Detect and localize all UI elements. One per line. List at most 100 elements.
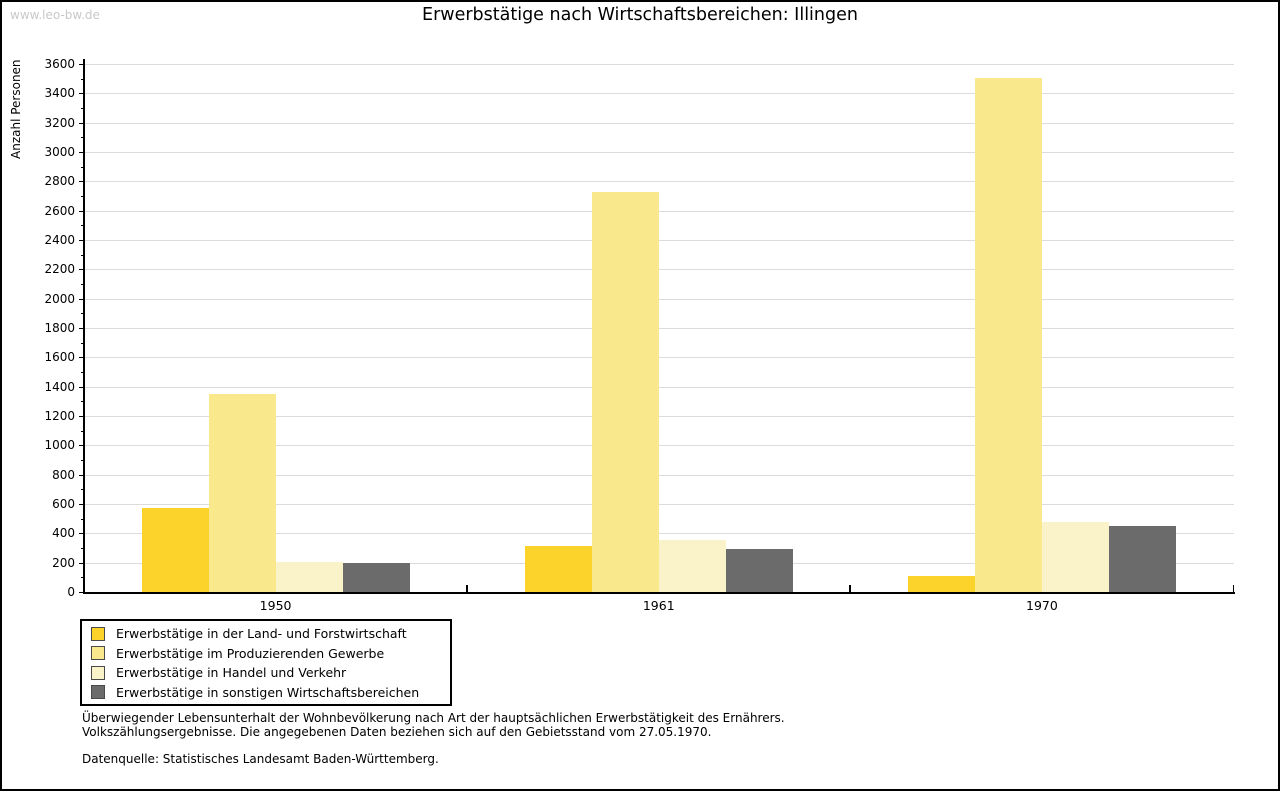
y-axis-tick-0	[79, 592, 84, 593]
y-axis-minor-tick-700	[81, 489, 84, 491]
y-axis-minor-tick-1500	[81, 372, 84, 373]
x-axis-boundary-tick-1	[466, 585, 468, 592]
y-axis-tick-3600	[79, 64, 84, 65]
legend-swatch-handel-verkehr	[91, 665, 105, 680]
source-note: Datenquelle: Statistisches Landesamt Bad…	[82, 752, 439, 766]
bar-produzierendes-gewerbe-1950	[208, 394, 276, 592]
bar-land-forstwirtschaft-1961	[524, 545, 592, 592]
gridline-1000	[84, 445, 1234, 447]
y-axis-minor-tick-100	[81, 577, 84, 579]
bar-handel-verkehr-1970	[1041, 521, 1109, 592]
x-axis-boundary-tick-2	[849, 585, 851, 592]
x-tick-label-1961: 1961	[642, 598, 675, 613]
y-tick-label-1400: 1400	[44, 379, 75, 394]
x-tick-label-1950: 1950	[259, 598, 292, 613]
legend-label-sonstige-wirtschaftsbereiche: Erwerbstätige in sonstigen Wirtschaftsbe…	[116, 684, 420, 700]
y-axis-minor-tick-2500	[81, 225, 84, 227]
bar-sonstige-wirtschaftsbereiche-1950	[342, 562, 410, 592]
footnote-line-1: Überwiegender Lebensunterhalt der Wohnbe…	[82, 711, 785, 725]
y-axis-tick-1600	[79, 357, 84, 359]
y-axis-tick-2600	[79, 210, 84, 212]
bar-sonstige-wirtschaftsbereiche-1970	[1108, 526, 1176, 592]
gridline-800	[84, 474, 1234, 476]
gridline-2800	[84, 181, 1234, 183]
chart-title: Erwerbstätige nach Wirtschaftsbereichen:…	[422, 5, 858, 25]
y-axis-tick-3200	[79, 122, 84, 124]
y-tick-label-2400: 2400	[44, 233, 75, 247]
legend-item-handel-verkehr: Erwerbstätige in Handel und Verkehr	[82, 663, 450, 683]
bar-produzierendes-gewerbe-1961	[591, 191, 659, 592]
y-tick-label-2200: 2200	[44, 262, 75, 277]
y-axis-tick-3000	[79, 152, 84, 153]
y-axis-tick-2000	[79, 298, 84, 300]
gridline-3000	[84, 152, 1234, 153]
gridline-600	[84, 504, 1234, 505]
legend-swatch-produzierendes-gewerbe	[91, 646, 105, 661]
watermark: www.leo-bw.de	[10, 8, 100, 22]
y-axis-minor-tick-900	[81, 460, 84, 461]
y-axis-minor-tick-2300	[81, 254, 84, 256]
legend: Erwerbstätige in der Land- und Forstwirt…	[80, 619, 452, 706]
y-tick-label-3000: 3000	[44, 145, 75, 159]
y-axis-line	[83, 59, 85, 594]
gridline-2400	[84, 240, 1234, 241]
gridline-2200	[84, 269, 1234, 271]
legend-label-land-forstwirtschaft: Erwerbstätige in der Land- und Forstwirt…	[116, 626, 407, 642]
y-tick-label-200: 200	[52, 555, 75, 570]
y-axis-tick-400	[79, 533, 84, 535]
y-axis-minor-tick-1900	[81, 313, 84, 315]
legend-swatch-sonstige-wirtschaftsbereiche	[91, 685, 105, 700]
y-axis-tick-600	[79, 504, 84, 505]
y-tick-label-800: 800	[52, 467, 75, 482]
footnote-line-2: Volkszählungsergebnisse. Die angegebenen…	[82, 725, 712, 740]
legend-swatch-land-forstwirtschaft	[91, 626, 105, 641]
gridline-2000	[84, 298, 1234, 300]
y-axis-tick-200	[79, 562, 84, 564]
y-tick-label-2800: 2800	[44, 174, 75, 189]
footnote: Überwiegender Lebensunterhalt der Wohnbe…	[82, 711, 785, 740]
y-tick-label-600: 600	[52, 497, 75, 511]
y-axis-tick-2200	[79, 269, 84, 271]
y-axis-minor-tick-3100	[81, 137, 84, 139]
gridline-1800	[84, 328, 1234, 329]
y-axis-tick-2400	[79, 240, 84, 241]
y-axis-minor-tick-500	[81, 518, 84, 520]
bar-handel-verkehr-1950	[275, 561, 343, 592]
y-axis-minor-tick-3300	[81, 108, 84, 109]
y-tick-label-2600: 2600	[44, 203, 75, 218]
x-axis-boundary-tick-3	[1232, 585, 1234, 592]
y-tick-label-400: 400	[52, 526, 75, 541]
gridline-3200	[84, 122, 1234, 124]
y-axis-tick-3400	[79, 93, 84, 95]
legend-label-handel-verkehr: Erwerbstätige in Handel und Verkehr	[116, 665, 347, 681]
bar-land-forstwirtschaft-1970	[907, 575, 975, 592]
y-tick-label-3400: 3400	[44, 86, 75, 101]
y-tick-label-1800: 1800	[44, 321, 75, 335]
y-tick-label-1200: 1200	[44, 409, 75, 423]
legend-item-produzierendes-gewerbe: Erwerbstätige im Produzierenden Gewerbe	[82, 644, 450, 664]
bar-handel-verkehr-1961	[658, 539, 726, 592]
bar-produzierendes-gewerbe-1970	[974, 77, 1042, 592]
gridline-3400	[84, 93, 1234, 95]
gridline-1200	[84, 416, 1234, 417]
gridline-400	[84, 533, 1234, 535]
y-axis-minor-tick-2700	[81, 196, 84, 197]
gridline-1400	[84, 386, 1234, 388]
y-axis-tick-2800	[79, 181, 84, 183]
gridline-3600	[84, 64, 1234, 65]
y-tick-label-3600: 3600	[44, 57, 75, 71]
y-axis-tick-1800	[79, 328, 84, 329]
bar-land-forstwirtschaft-1950	[141, 507, 209, 592]
y-axis-minor-tick-2100	[81, 284, 84, 285]
y-axis-minor-tick-300	[81, 548, 84, 549]
gridline-2600	[84, 210, 1234, 212]
bar-sonstige-wirtschaftsbereiche-1961	[725, 549, 793, 592]
y-tick-label-1000: 1000	[44, 438, 75, 453]
x-tick-label-1970: 1970	[1026, 598, 1058, 613]
y-axis-tick-1200	[79, 416, 84, 417]
y-axis-tick-1400	[79, 386, 84, 388]
legend-label-produzierendes-gewerbe: Erwerbstätige im Produzierenden Gewerbe	[116, 645, 385, 661]
y-axis-tick-800	[79, 474, 84, 476]
